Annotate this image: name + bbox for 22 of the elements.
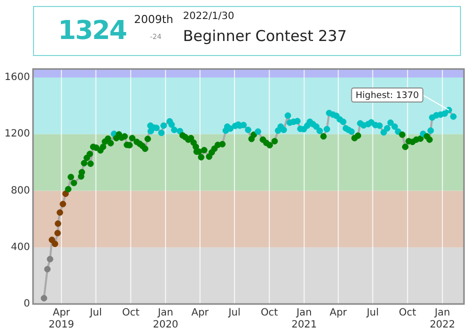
x-tick-label: Jul — [88, 308, 102, 319]
x-tick-label: Apr — [330, 308, 348, 319]
x-tick-label: Jan 2020 — [152, 308, 178, 331]
text: 2022/1/30 — [183, 11, 234, 22]
y-tick-label: 1200 — [4, 128, 30, 140]
x-tick-label: Apr 2019 — [48, 308, 74, 331]
y-tick-label: 400 — [10, 242, 30, 253]
y-tick-label: 1600 — [4, 72, 30, 84]
y-tick-label: 0 — [24, 298, 30, 310]
text: Beginner Contest 237 — [183, 27, 347, 45]
text: 1324 — [58, 16, 126, 46]
x-tick-label: Jan 2021 — [291, 308, 317, 331]
text: 2009th — [134, 13, 174, 26]
x-tick-label: Jul — [366, 308, 379, 319]
y-tick-label: 800 — [10, 185, 30, 196]
x-tick-label: Oct — [260, 308, 278, 319]
x-tick-label: Jan 2022 — [430, 308, 456, 331]
x-tick-label: Oct — [122, 308, 140, 319]
x-tick-label: Jul — [227, 308, 241, 319]
annotation: Highest: 1370 — [356, 90, 420, 101]
x-tick-label: Apr — [191, 308, 210, 319]
x-tick-label: Oct — [398, 308, 416, 319]
